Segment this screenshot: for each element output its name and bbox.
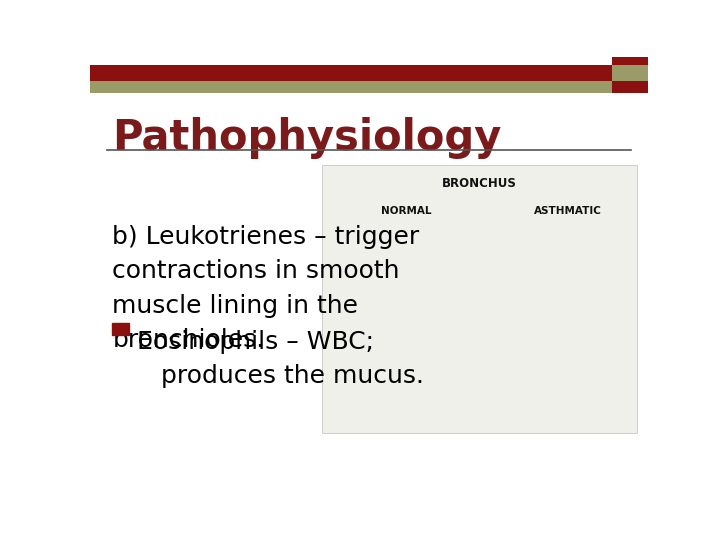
- FancyBboxPatch shape: [90, 74, 612, 93]
- Text: Pathophysiology: Pathophysiology: [112, 117, 502, 159]
- FancyBboxPatch shape: [112, 322, 129, 335]
- FancyBboxPatch shape: [612, 57, 648, 93]
- FancyBboxPatch shape: [90, 65, 612, 82]
- Text: BRONCHUS: BRONCHUS: [442, 177, 517, 190]
- Text: b) Leukotrienes – trigger
contractions in smooth
muscle lining in the
bronchiole: b) Leukotrienes – trigger contractions i…: [112, 225, 420, 352]
- FancyBboxPatch shape: [322, 165, 637, 433]
- Text: Eosinophils – WBC;
   produces the mucus.: Eosinophils – WBC; produces the mucus.: [138, 329, 424, 388]
- Text: ASTHMATIC: ASTHMATIC: [534, 206, 601, 216]
- Text: NORMAL: NORMAL: [382, 206, 432, 216]
- FancyBboxPatch shape: [612, 65, 648, 82]
